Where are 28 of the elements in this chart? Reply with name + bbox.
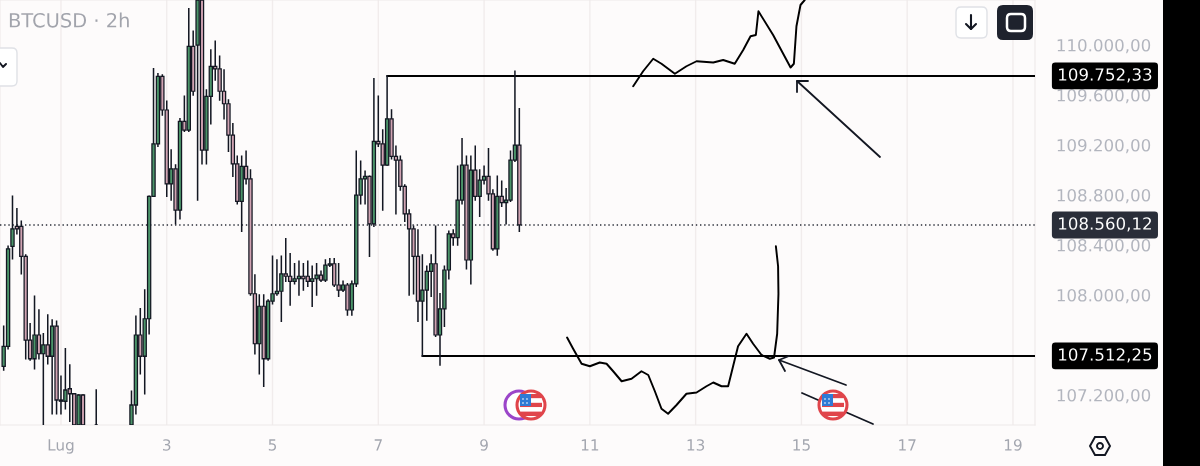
y-tick-label: 110.000,00: [1057, 38, 1151, 54]
x-tick-label: 13: [687, 439, 705, 451]
x-tick-label: 9: [480, 439, 488, 451]
candlestick: [332, 257, 337, 288]
annotation: 107.512,25: [1059, 348, 1152, 363]
x-tick-label: 17: [899, 439, 916, 451]
x-tick-label: 5: [268, 439, 277, 451]
candlestick: [323, 259, 328, 283]
x-tick-label: 15: [793, 439, 810, 451]
candlestick: [336, 262, 341, 298]
y-tick-label: 108.400,00: [1057, 238, 1151, 254]
candlestick: [309, 265, 315, 308]
x-tick-label: Lug: [48, 439, 74, 454]
y-tick-label: 109.200,00: [1057, 138, 1151, 154]
text: BTCUSD · 2h: [9, 12, 129, 28]
y-tick-label: 108.000,00: [1057, 288, 1151, 304]
candlestick: [301, 262, 306, 291]
annotation: 109.752,33: [1059, 68, 1152, 83]
x-tick-label: 19: [1004, 439, 1022, 451]
y-tick-label: 108.800,00: [1057, 188, 1151, 204]
x-tick-label: 7: [374, 439, 382, 451]
ref-line-label: 108.560,12: [1059, 217, 1151, 232]
candlestick: [420, 254, 425, 357]
y-tick-label: 107.200,00: [1057, 388, 1151, 404]
x-tick-label: 3: [163, 439, 171, 451]
y-tick-label: 109.600,00: [1057, 88, 1151, 104]
candlestick: [477, 169, 482, 218]
x-tick-label: 11: [581, 439, 599, 451]
